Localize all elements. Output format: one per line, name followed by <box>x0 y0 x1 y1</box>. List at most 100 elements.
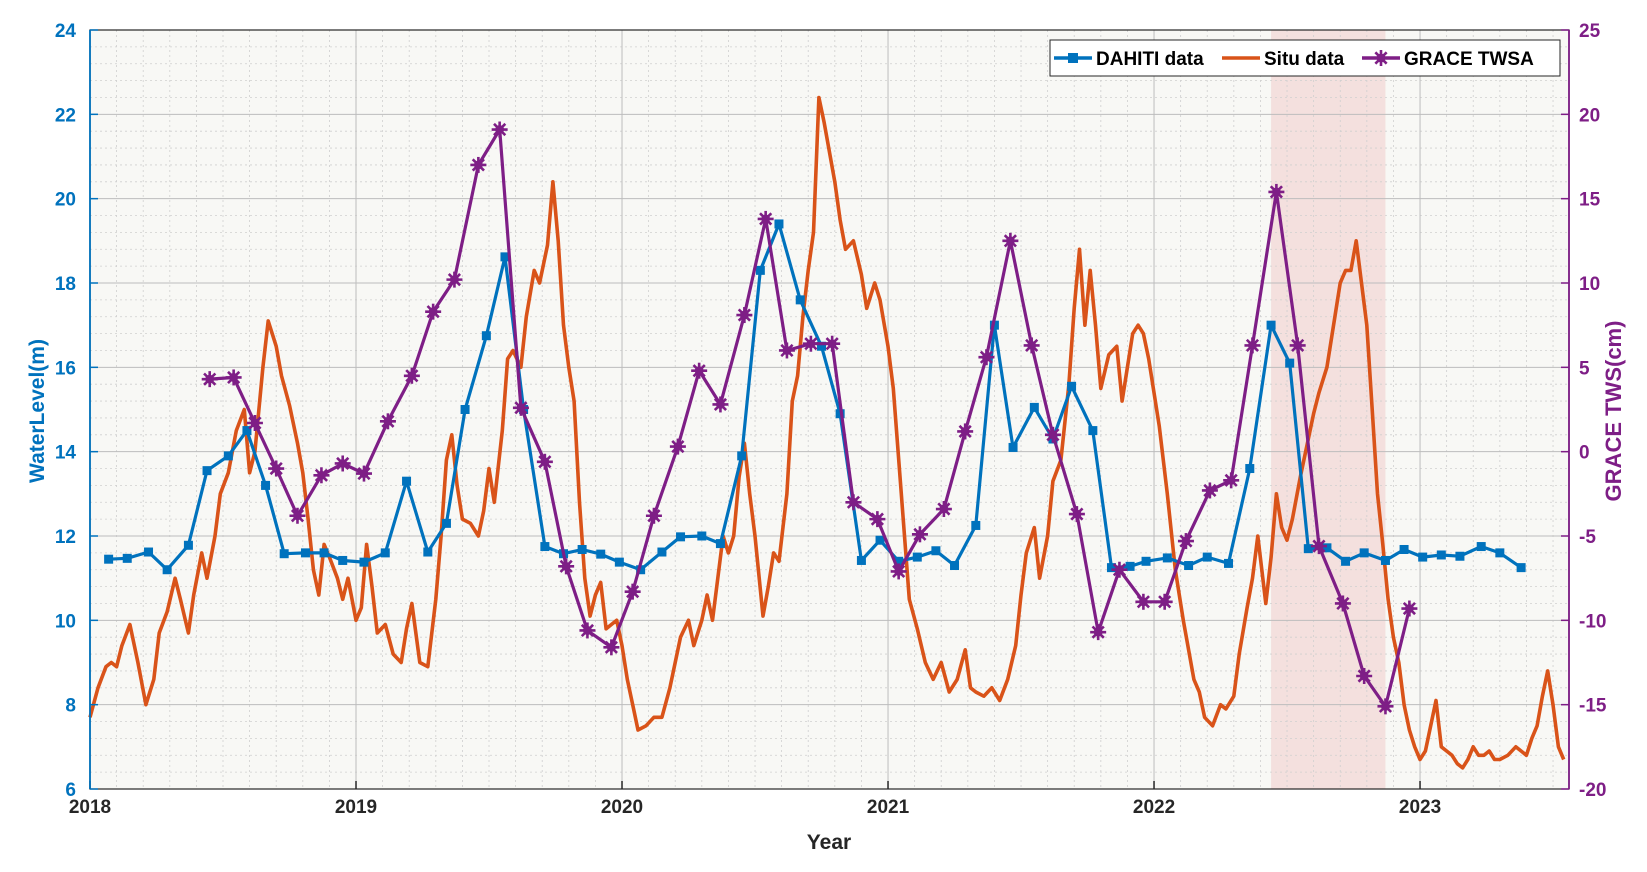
data-point-square <box>359 557 369 567</box>
series-situ-data <box>88 95 1566 770</box>
data-point-asterisk-core <box>1226 475 1236 485</box>
legend: DAHITI data Situ data GRACE TWSA <box>1049 39 1561 77</box>
data-point-square <box>380 548 390 558</box>
data-point-asterisk <box>558 558 575 575</box>
y-left-tick-label: 20 <box>55 190 76 211</box>
data-point-asterisk-core <box>827 339 837 349</box>
data-point-asterisk <box>1111 561 1128 578</box>
y-left-tick-label: 6 <box>65 780 76 801</box>
data-point-square <box>261 480 271 490</box>
y-left-tick-label: 14 <box>55 443 77 464</box>
x-tick-label: 2020 <box>601 797 643 818</box>
data-point-asterisk-core <box>628 587 638 597</box>
legend-marker-dahiti <box>1068 53 1078 63</box>
data-point-asterisk <box>334 455 351 472</box>
y-right-tick-label: -15 <box>1579 696 1607 717</box>
y-right-tick-label: 15 <box>1579 190 1601 211</box>
minor-grid <box>90 30 1569 789</box>
data-point-asterisk-core <box>939 504 949 514</box>
data-point-asterisk-core <box>982 352 991 362</box>
data-point-asterisk <box>978 349 995 366</box>
data-point-asterisk <box>603 639 620 656</box>
y-right-tick-label: 20 <box>1579 105 1600 126</box>
data-point-square <box>1029 402 1039 412</box>
data-point-asterisk <box>624 583 641 600</box>
y-axis-right-label: GRACE TWS(cm) <box>1601 321 1626 502</box>
legend-asterisk-core <box>1376 53 1386 63</box>
data-point-asterisk <box>536 453 553 470</box>
data-point-asterisk <box>470 156 487 173</box>
data-point-square <box>737 451 747 461</box>
data-point-asterisk <box>1002 232 1019 249</box>
data-point-square <box>1436 550 1446 560</box>
y-left-tick-label: 18 <box>55 274 76 295</box>
legend-label-situ: Situ data <box>1264 49 1345 70</box>
data-point-asterisk <box>778 342 795 359</box>
legend-asterisk <box>1373 50 1389 66</box>
data-point-asterisk-core <box>1381 701 1390 711</box>
highlight-band <box>1271 30 1386 789</box>
data-point-square <box>1162 553 1172 563</box>
data-point-asterisk <box>645 507 662 524</box>
data-point-square <box>577 544 587 554</box>
data-point-asterisk <box>379 413 396 430</box>
data-point-asterisk <box>1268 183 1285 200</box>
data-point-square <box>540 542 550 552</box>
data-point-asterisk <box>1244 337 1261 354</box>
data-point-asterisk <box>691 362 708 379</box>
data-point-asterisk-core <box>1338 599 1348 608</box>
data-point-square <box>894 556 904 566</box>
data-point-asterisk <box>289 507 306 524</box>
data-point-square <box>1008 442 1018 452</box>
data-point-asterisk-core <box>428 307 438 317</box>
data-point-square <box>423 547 433 557</box>
x-tick-label: 2021 <box>867 797 910 818</box>
data-point-square <box>1088 426 1098 436</box>
y-left-tick-label: 10 <box>55 611 76 632</box>
data-point-square <box>1495 548 1505 558</box>
data-point-square <box>460 405 470 414</box>
data-point-square <box>402 476 412 486</box>
data-point-asterisk-core <box>1160 597 1170 607</box>
data-point-asterisk-core <box>516 403 526 413</box>
data-point-square <box>1303 544 1313 554</box>
data-point-asterisk <box>1023 337 1040 354</box>
data-point-asterisk-core <box>872 514 882 524</box>
y-right-tick-label: 5 <box>1579 358 1590 379</box>
data-point-asterisk-core <box>606 642 616 652</box>
data-point-asterisk <box>1289 337 1306 354</box>
data-point-asterisk-core <box>1093 627 1103 637</box>
data-point-asterisk <box>957 423 974 440</box>
data-point-square <box>1399 544 1409 554</box>
y-axis-left-label: WaterLevel(m) <box>26 339 49 483</box>
data-point-square <box>202 466 212 476</box>
data-point-square <box>755 265 765 275</box>
x-tick-label: 2023 <box>1399 797 1441 818</box>
data-point-square <box>242 426 252 436</box>
data-point-square <box>817 341 827 351</box>
x-axis-label: Year <box>807 831 851 854</box>
data-point-asterisk-core <box>915 529 925 539</box>
data-point-asterisk-core <box>1181 536 1191 546</box>
data-point-asterisk-core <box>1138 597 1148 607</box>
data-point-square <box>162 565 172 575</box>
data-point-square <box>338 555 348 565</box>
data-point-square <box>795 295 805 305</box>
data-point-asterisk-core <box>806 339 816 349</box>
data-point-square <box>300 548 310 558</box>
data-point-asterisk-core <box>495 125 505 134</box>
data-point-square <box>279 549 289 559</box>
data-point-square <box>774 219 784 229</box>
y-right-tick-label: -10 <box>1579 611 1606 632</box>
data-point-asterisk <box>869 511 886 528</box>
data-point-asterisk-core <box>250 418 260 428</box>
data-point-asterisk-core <box>894 567 904 576</box>
data-point-asterisk-core <box>359 469 369 478</box>
data-point-asterisk <box>802 335 819 352</box>
data-point-square <box>950 561 960 571</box>
data-point-asterisk-core <box>782 346 792 355</box>
data-point-asterisk <box>736 307 753 324</box>
data-point-square <box>1125 561 1135 571</box>
data-point-asterisk <box>824 335 841 352</box>
data-point-square <box>1341 556 1351 566</box>
